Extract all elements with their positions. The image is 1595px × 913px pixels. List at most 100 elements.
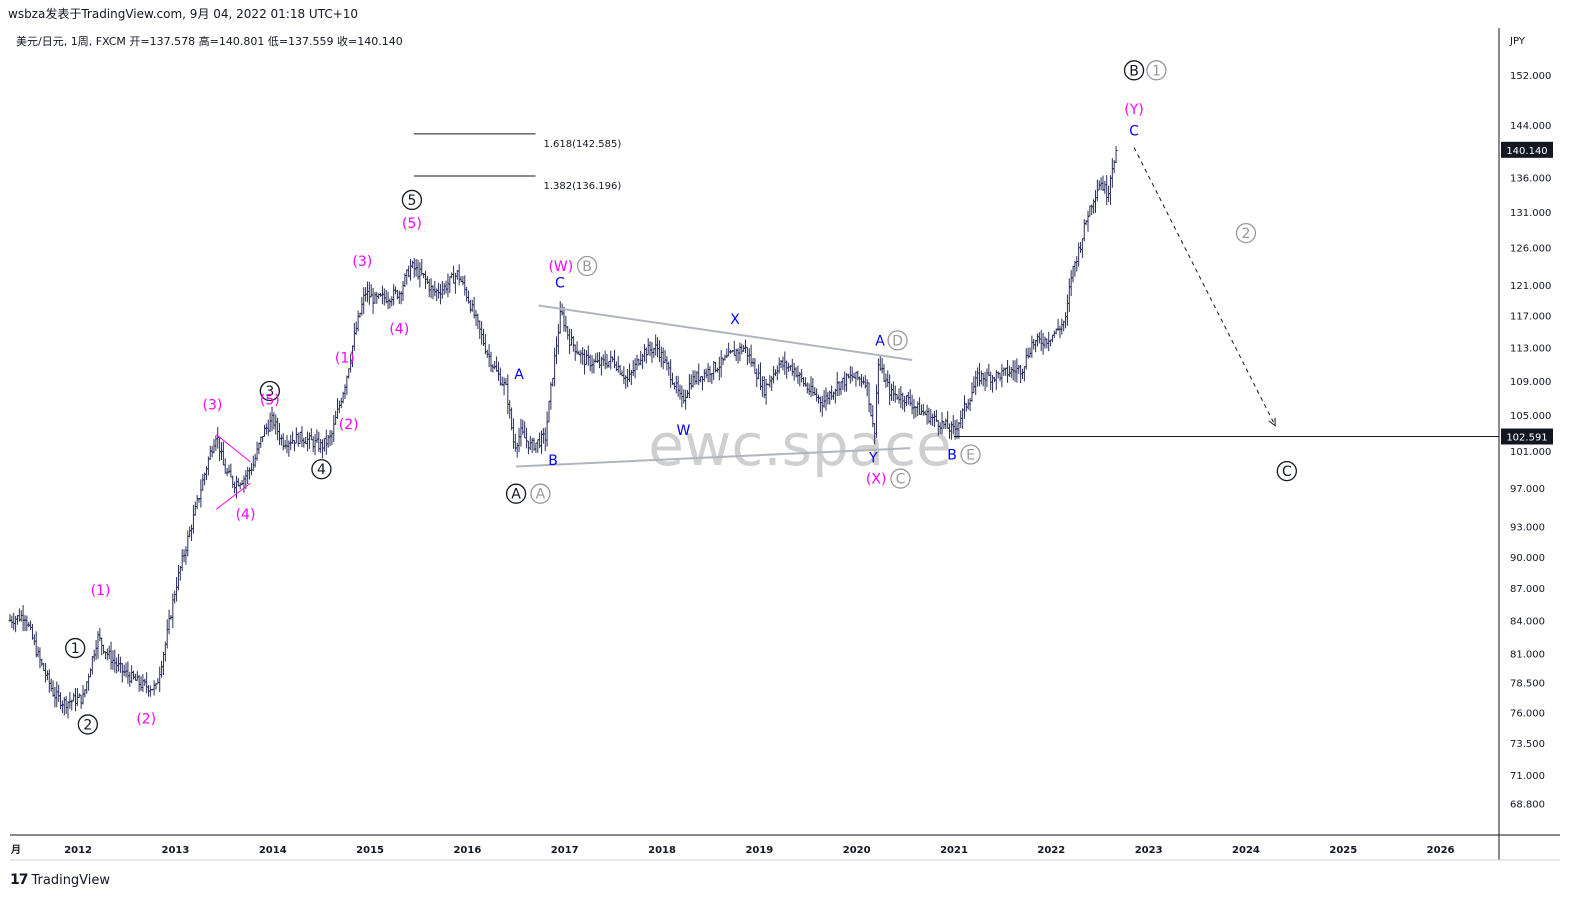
x-tick-label: 2019 (745, 845, 773, 856)
wave-label: 2 (1242, 226, 1251, 242)
wave-label: (1) (91, 583, 111, 599)
wave-label: (4) (389, 321, 409, 337)
watermark: ewc.space (648, 411, 952, 479)
wave-label-circle (890, 468, 911, 489)
wave-label: A (875, 333, 885, 349)
wave-label-circle (1235, 222, 1257, 244)
publish-line: wsbza发表于TradingView.com, 9月 04, 2022 01:… (8, 7, 359, 21)
wave-triangle-line (216, 434, 251, 463)
y-tick-label: 71.000 (1510, 771, 1545, 782)
x-tick-label: 2012 (64, 845, 92, 856)
price-label: 102.591 (1506, 432, 1547, 443)
drawings: 1.618(142.585) 1.382(136.196) (216, 133, 1499, 510)
x-tick-label: 2015 (356, 845, 384, 856)
y-tick-label: 131.000 (1510, 208, 1551, 219)
wave-label-circle (530, 483, 551, 504)
wave-label: 1 (1152, 63, 1161, 79)
x-tick-label: 2014 (259, 845, 287, 856)
wave-label: 3 (265, 384, 274, 400)
wave-label: X (730, 312, 740, 328)
y-tick-label: 93.000 (1510, 523, 1545, 534)
wave-triangle-line (216, 482, 251, 510)
wave-label: 4 (317, 462, 326, 478)
symbol-info-line: 美元/日元, 1周, FXCM 开=137.578 高=140.801 低=13… (16, 35, 403, 48)
wave-label-circle (1123, 60, 1145, 81)
price-bars (8, 146, 1118, 719)
y-tick-label: 84.000 (1510, 616, 1545, 627)
wave-label: C (555, 276, 565, 292)
price-label-box (1501, 141, 1553, 158)
wave-label: B (582, 259, 592, 275)
y-tick-label: 109.000 (1510, 377, 1551, 388)
y-tick-label: 136.000 (1510, 173, 1551, 184)
wave-label-circle (1146, 60, 1167, 81)
y-tick-label: 81.000 (1510, 650, 1545, 661)
wave-label-circle (259, 380, 280, 402)
wave-label: C (1129, 124, 1139, 140)
fib-level-label: 1.382(136.196) (544, 181, 622, 192)
y-tick-label: 97.000 (1510, 484, 1545, 495)
wave-label-circle (401, 189, 423, 211)
fib-level-label: 1.618(142.585) (544, 139, 622, 150)
x-tick-label: 2013 (162, 845, 190, 856)
wave-label-circle (960, 444, 981, 465)
y-tick-label: 76.000 (1510, 708, 1545, 719)
triangle-trendline (538, 304, 913, 361)
wave-label: (5) (402, 216, 422, 232)
y-tick-label: 87.000 (1510, 584, 1545, 595)
wave-label-circle (576, 255, 598, 277)
wave-label: 1 (71, 641, 80, 657)
price-label: 140.140 (1506, 146, 1547, 157)
projection-arrow-line (1133, 147, 1276, 426)
wave-label: C (1282, 464, 1292, 480)
wave-label-circle (77, 714, 99, 735)
wave-label: Y (868, 450, 878, 466)
x-tick-label: 2018 (648, 845, 676, 856)
wave-label: D (892, 333, 903, 349)
wave-label: 5 (407, 193, 416, 209)
wave-label: (Y) (1124, 102, 1143, 118)
x-tick-label: 2020 (843, 845, 871, 856)
wave-label: A (511, 487, 521, 503)
wave-label: (2) (339, 417, 359, 433)
x-tick-label: 月 (10, 844, 21, 856)
price-label-box (1501, 428, 1553, 445)
x-tick-label: 2023 (1135, 845, 1163, 856)
wave-label: B (947, 448, 957, 464)
wave-label: (X) (866, 472, 887, 488)
projection-arrow-head (1268, 417, 1276, 427)
y-tick-label: 90.000 (1510, 553, 1545, 564)
y-tick-label: 113.000 (1510, 344, 1551, 355)
wave-label: W (677, 423, 691, 439)
y-tick-label: 101.000 (1510, 447, 1551, 458)
tradingview-brand-text: TradingView (31, 872, 111, 888)
wave-label-circle (65, 637, 86, 659)
wave-labels: 12(1)(2)(3)(4)3(5)4(1)(2)(3)(4)5(5)ABA A(… (65, 60, 1297, 735)
wave-label: (3) (203, 398, 223, 414)
y-tick-label: 152.000 (1510, 71, 1551, 82)
wave-label-circle (505, 483, 527, 504)
wave-label: C (896, 472, 906, 488)
wave-label: E (966, 448, 975, 464)
y-tick-label: 105.000 (1510, 411, 1551, 422)
wave-label: (1) (335, 350, 355, 366)
y-tick-label: 121.000 (1510, 281, 1551, 292)
x-tick-label: 2024 (1232, 845, 1260, 856)
wave-label: (5) (260, 393, 280, 409)
y-tick-label: 73.500 (1510, 739, 1545, 750)
wave-label: (2) (136, 711, 156, 727)
wave-label: B (548, 453, 558, 469)
wave-label: A (536, 487, 546, 503)
axes: 152.000 144.000 136.000 131.000 126.000 121.0… (10, 71, 1553, 856)
y-tick-label: 126.000 (1510, 244, 1551, 255)
x-tick-label: 2022 (1037, 845, 1065, 856)
tradingview-logo[interactable]: 17 TradingView (10, 872, 110, 888)
wave-label: 2 (83, 717, 92, 733)
x-tick-label: 2016 (453, 845, 481, 856)
tradingview-logo-icon: 17 (10, 872, 29, 888)
wave-label: (3) (352, 254, 372, 270)
y-tick-label: 78.500 (1510, 679, 1545, 690)
x-tick-label: 2017 (551, 845, 579, 856)
x-tick-label: 2025 (1329, 845, 1357, 856)
